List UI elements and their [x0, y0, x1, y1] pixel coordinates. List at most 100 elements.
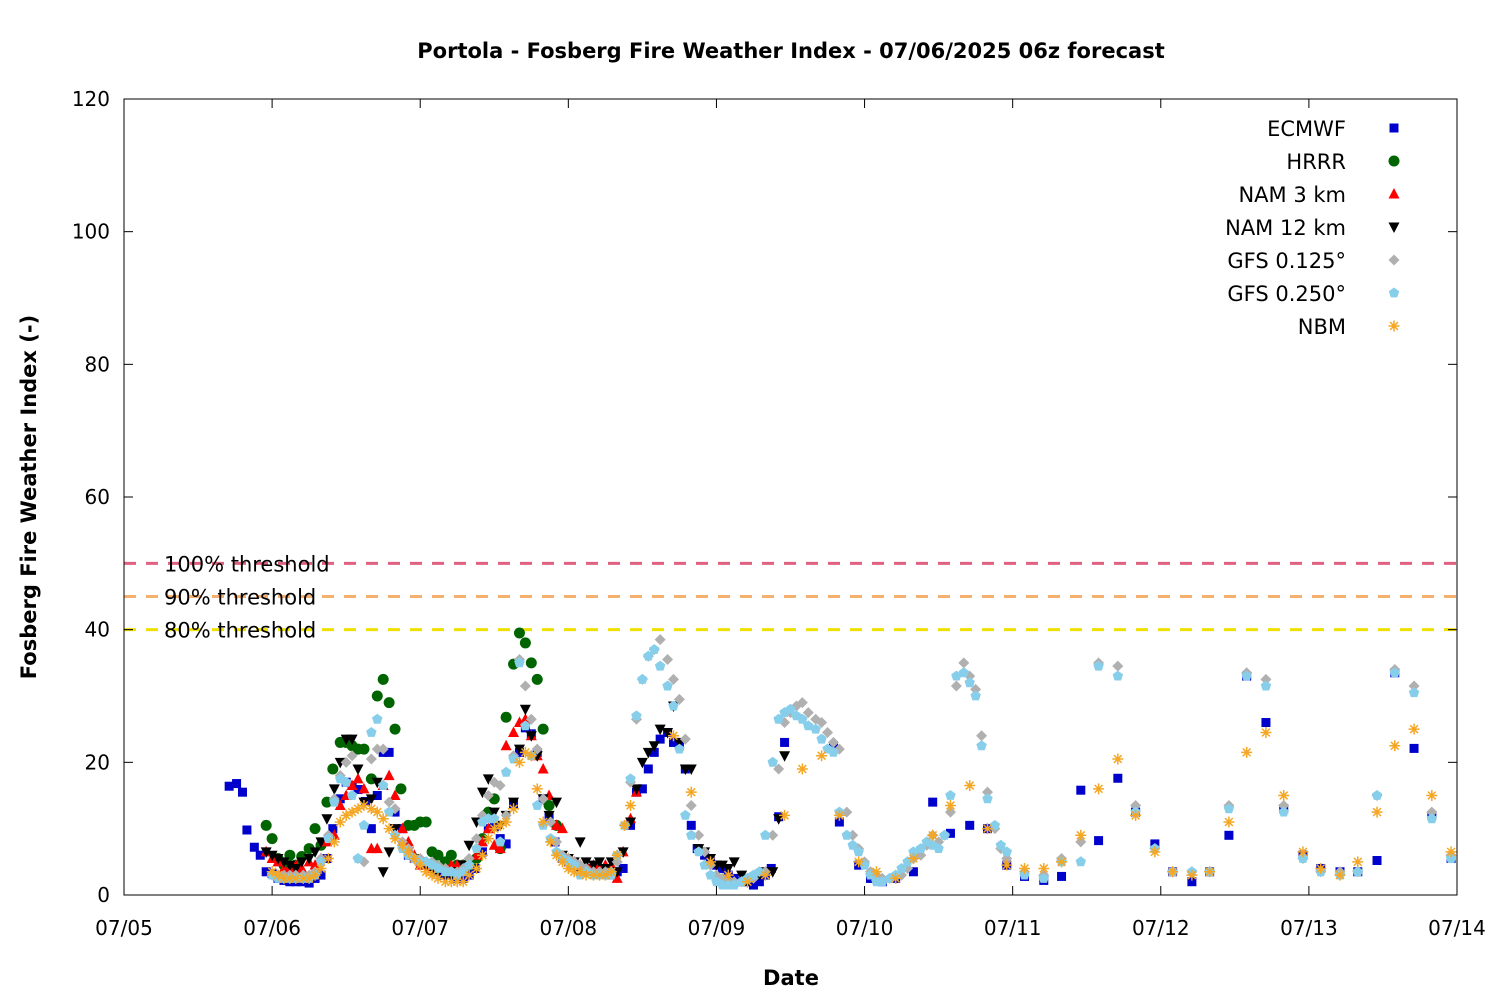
data-point: [346, 734, 358, 746]
y-tick-label: 20: [85, 750, 110, 774]
data-point: [414, 859, 426, 871]
data-point: [816, 750, 828, 762]
data-point: [779, 751, 791, 762]
data-point: [870, 866, 882, 878]
threshold-label: 90% threshold: [164, 586, 316, 610]
data-point: [396, 839, 408, 851]
x-tick-label: 07/10: [836, 916, 894, 940]
data-point: [500, 816, 512, 828]
data-point: [944, 799, 956, 811]
data-point: [377, 673, 389, 685]
data-point: [500, 711, 512, 723]
data-point: [488, 839, 500, 850]
data-point: [1075, 836, 1087, 848]
series-gfs-0-250-: [266, 644, 1457, 890]
data-point: [328, 784, 340, 795]
data-point: [1241, 746, 1253, 758]
data-point: [944, 806, 956, 818]
data-point: [593, 869, 605, 881]
data-point: [1260, 673, 1272, 685]
data-point: [358, 782, 370, 794]
data-point: [1315, 862, 1327, 874]
data-point: [272, 869, 284, 881]
data-point: [489, 813, 500, 824]
data-point: [890, 872, 902, 884]
data-point: [445, 849, 457, 861]
data-point: [358, 819, 370, 830]
data-point: [630, 784, 642, 795]
data-point: [958, 657, 970, 669]
data-point: [729, 879, 740, 890]
data-point: [389, 789, 401, 800]
data-point: [1001, 859, 1013, 871]
data-point: [685, 786, 697, 798]
data-point: [1075, 829, 1087, 841]
legend-marker: [1388, 222, 1400, 233]
data-point: [532, 800, 543, 810]
data-point: [383, 697, 395, 709]
data-point: [939, 829, 950, 840]
data-point: [352, 772, 364, 784]
data-point: [366, 824, 376, 834]
data-point: [796, 697, 808, 709]
data-point: [785, 703, 796, 714]
data-point: [680, 809, 691, 820]
data-point: [1001, 846, 1012, 857]
data-point: [841, 829, 852, 840]
data-point: [408, 853, 420, 865]
legend-marker: [1388, 254, 1400, 266]
data-point: [649, 644, 660, 654]
data-point: [383, 823, 395, 835]
data-point: [513, 627, 525, 639]
data-point: [802, 707, 814, 719]
data-point: [290, 872, 302, 884]
legend-marker: [1388, 188, 1400, 199]
legend-label: NAM 12 km: [1225, 216, 1346, 240]
data-point: [525, 750, 537, 762]
data-point: [346, 779, 358, 791]
data-point: [329, 796, 340, 807]
data-point: [383, 806, 395, 817]
data-point: [525, 731, 537, 742]
data-point: [828, 746, 839, 757]
data-point: [742, 876, 754, 888]
data-point: [847, 839, 858, 850]
data-point: [877, 876, 888, 887]
x-tick-label: 07/08: [540, 916, 598, 940]
data-point: [574, 837, 586, 848]
legend-label: GFS 0.125°: [1227, 249, 1346, 273]
data-point: [494, 842, 506, 854]
data-point: [816, 717, 828, 729]
data-point: [827, 736, 839, 748]
data-point: [550, 797, 562, 809]
threshold-label: 100% threshold: [164, 552, 330, 576]
data-point: [378, 780, 389, 790]
data-point: [309, 847, 321, 858]
data-point: [568, 866, 580, 878]
data-point: [1371, 806, 1383, 818]
data-point: [346, 750, 358, 762]
data-point: [982, 793, 993, 804]
data-point: [662, 654, 674, 666]
chart-title: Portola - Fosberg Fire Weather Index - 0…: [417, 39, 1164, 63]
data-point: [476, 787, 488, 799]
data-point: [767, 867, 779, 878]
data-point: [494, 780, 506, 792]
y-tick-label: 60: [85, 485, 110, 509]
data-point: [1167, 866, 1179, 878]
data-point: [353, 785, 363, 795]
data-point: [1426, 790, 1438, 801]
data-point: [352, 853, 364, 863]
data-point: [334, 799, 346, 810]
legend-label: HRRR: [1286, 150, 1346, 174]
data-point: [272, 854, 284, 865]
data-point: [346, 790, 358, 800]
x-axis-ticks: 07/05 07/06 07/07 07/08 07/09 07/10 07/11 07/12…: [95, 99, 1486, 940]
x-tick-label: 07/09: [688, 916, 746, 940]
data-point: [685, 799, 697, 811]
threshold-label: 80% threshold: [164, 619, 316, 643]
legend-marker: [1389, 123, 1399, 133]
data-point: [278, 857, 290, 868]
data-point: [334, 816, 346, 828]
data-point: [402, 846, 414, 858]
